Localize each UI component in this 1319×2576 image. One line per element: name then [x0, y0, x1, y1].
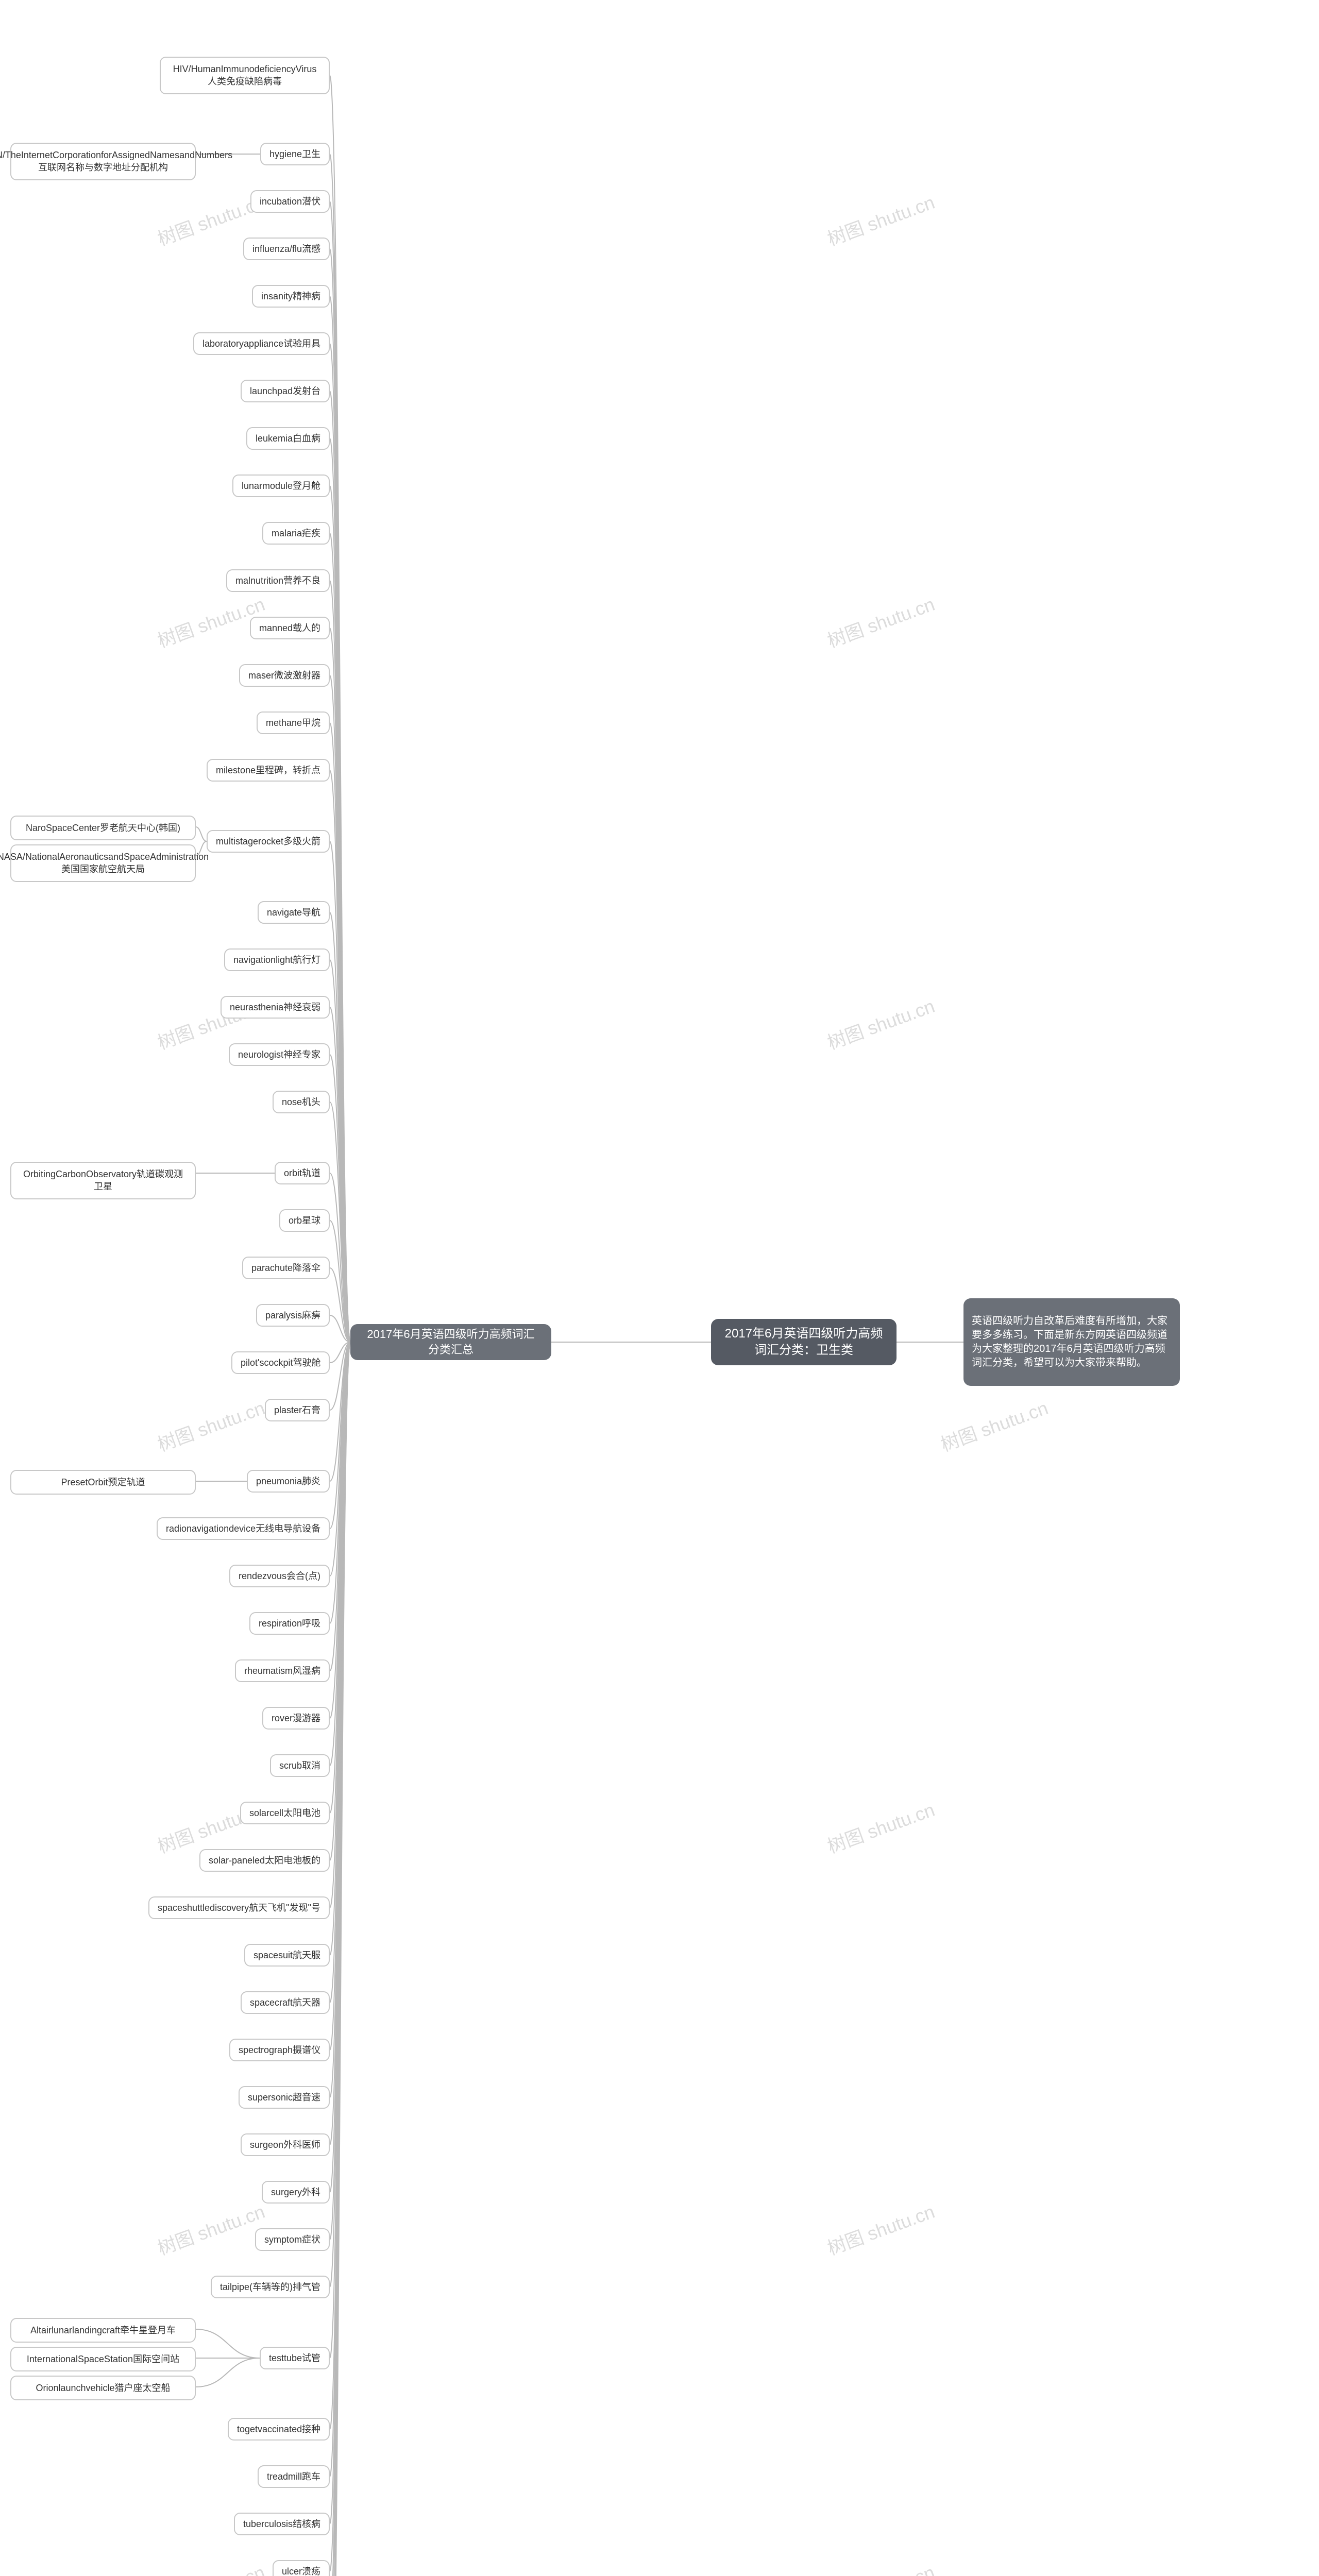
vocab-node: scrub取消	[270, 1754, 330, 1777]
watermark: 树图 shutu.cn	[823, 2197, 938, 2260]
vocab-node: hygiene卫生	[260, 143, 330, 165]
vocab-node: lunarmodule登月舱	[232, 474, 330, 497]
vocab-node: leukemia白血病	[246, 427, 330, 450]
summary-node: 2017年6月英语四级听力高频词汇分类汇总	[350, 1324, 551, 1360]
vocab-node: rendezvous会合(点)	[229, 1565, 330, 1587]
watermark: 树图 shutu.cn	[823, 589, 938, 653]
edge-layer	[0, 0, 1319, 2576]
watermark: 树图 shutu.cn	[823, 991, 938, 1055]
watermark: 树图 shutu.cn	[154, 2197, 268, 2260]
grandchild-node: ICANN/TheInternetCorporationforAssignedN…	[10, 143, 196, 180]
vocab-node: symptom症状	[255, 2228, 330, 2251]
root-node: 2017年6月英语四级听力高频词汇分类：卫生类	[711, 1319, 897, 1365]
vocab-node: supersonic超音速	[239, 2086, 330, 2109]
vocab-node: incubation潜伏	[250, 190, 330, 213]
vocab-node: rover漫游器	[262, 1707, 330, 1730]
vocab-node: rheumatism风湿病	[235, 1659, 330, 1682]
grandchild-node: NASA/NationalAeronauticsandSpaceAdminist…	[10, 844, 196, 882]
vocab-node: spectrograph摄谱仪	[229, 2039, 330, 2061]
vocab-node: malnutrition营养不良	[226, 569, 330, 592]
vocab-node: ulcer溃疡	[273, 2560, 330, 2576]
grandchild-node: Orionlaunchvehicle猎户座太空船	[10, 2376, 196, 2400]
grandchild-node: PresetOrbit预定轨道	[10, 1470, 196, 1495]
vocab-node: maser微波激射器	[239, 664, 330, 687]
vocab-node: malaria疟疾	[262, 522, 330, 545]
vocab-node: treadmill跑车	[258, 2465, 330, 2488]
vocab-node: neurasthenia神经衰弱	[221, 996, 330, 1019]
grandchild-node: OrbitingCarbonObservatory轨道碳观测卫星	[10, 1162, 196, 1199]
vocab-node: insanity精神病	[252, 285, 330, 308]
summary-label: 2017年6月英语四级听力高频词汇分类汇总	[362, 1327, 540, 1357]
vocab-node: navigationlight航行灯	[224, 948, 330, 971]
vocab-node: HIV/HumanImmunodeficiencyVirus人类免疫缺陷病毒	[160, 57, 330, 94]
vocab-node: laboratoryappliance试验用具	[193, 332, 330, 355]
vocab-node: navigate导航	[258, 901, 330, 924]
vocab-node: multistagerocket多级火箭	[207, 830, 330, 853]
vocab-node: launchpad发射台	[241, 380, 330, 402]
vocab-node: tuberculosis结核病	[234, 2513, 330, 2535]
vocab-node: manned载人的	[250, 617, 330, 639]
watermark: 树图 shutu.cn	[823, 188, 938, 251]
vocab-node: nose机头	[273, 1091, 330, 1113]
grandchild-node: InternationalSpaceStation国际空间站	[10, 2347, 196, 2371]
vocab-node: influenza/flu流感	[243, 238, 330, 260]
vocab-node: pilot'scockpit驾驶舱	[231, 1351, 330, 1374]
description-text: 英语四级听力自改革后难度有所增加，大家要多多练习。下面是新东方网英语四级频道为大…	[972, 1314, 1172, 1370]
vocab-node: solarcell太阳电池	[240, 1802, 330, 1824]
description-node: 英语四级听力自改革后难度有所增加，大家要多多练习。下面是新东方网英语四级频道为大…	[963, 1298, 1180, 1386]
vocab-node: spaceshuttlediscovery航天飞机"发现"号	[148, 1896, 330, 1919]
grandchild-node: NaroSpaceCenter罗老航天中心(韩国)	[10, 816, 196, 840]
vocab-node: radionavigationdevice无线电导航设备	[157, 1517, 330, 1540]
vocab-node: surgeon外科医师	[241, 2133, 330, 2156]
watermark: 树图 shutu.cn	[823, 1795, 938, 1858]
vocab-node: spacecraft航天器	[241, 1991, 330, 2014]
watermark: 树图 shutu.cn	[154, 1393, 268, 1456]
vocab-node: orbit轨道	[275, 1162, 330, 1184]
vocab-node: parachute降落伞	[242, 1257, 330, 1279]
vocab-node: spacesuit航天服	[244, 1944, 330, 1967]
vocab-node: methane甲烷	[257, 711, 330, 734]
vocab-node: orb星球	[279, 1209, 330, 1232]
vocab-node: testtube试管	[260, 2347, 330, 2369]
vocab-node: surgery外科	[262, 2181, 330, 2204]
vocab-node: solar-paneled太阳电池板的	[199, 1849, 330, 1872]
watermark: 树图 shutu.cn	[823, 2557, 938, 2576]
grandchild-node: Altairlunarlandingcraft牵牛星登月车	[10, 2318, 196, 2343]
vocab-node: tailpipe(车辆等的)排气管	[211, 2276, 330, 2298]
vocab-node: plaster石膏	[265, 1399, 330, 1421]
vocab-node: milestone里程碑，转折点	[207, 759, 330, 782]
vocab-node: respiration呼吸	[249, 1612, 330, 1635]
vocab-node: neurologist神经专家	[229, 1043, 330, 1066]
root-label: 2017年6月英语四级听力高频词汇分类：卫生类	[719, 1326, 888, 1359]
watermark: 树图 shutu.cn	[154, 2557, 268, 2576]
vocab-node: pneumonia肺炎	[247, 1470, 330, 1493]
watermark: 树图 shutu.cn	[937, 1393, 1052, 1456]
vocab-node: togetvaccinated接种	[228, 2418, 330, 2441]
vocab-node: paralysis麻痹	[256, 1304, 330, 1327]
